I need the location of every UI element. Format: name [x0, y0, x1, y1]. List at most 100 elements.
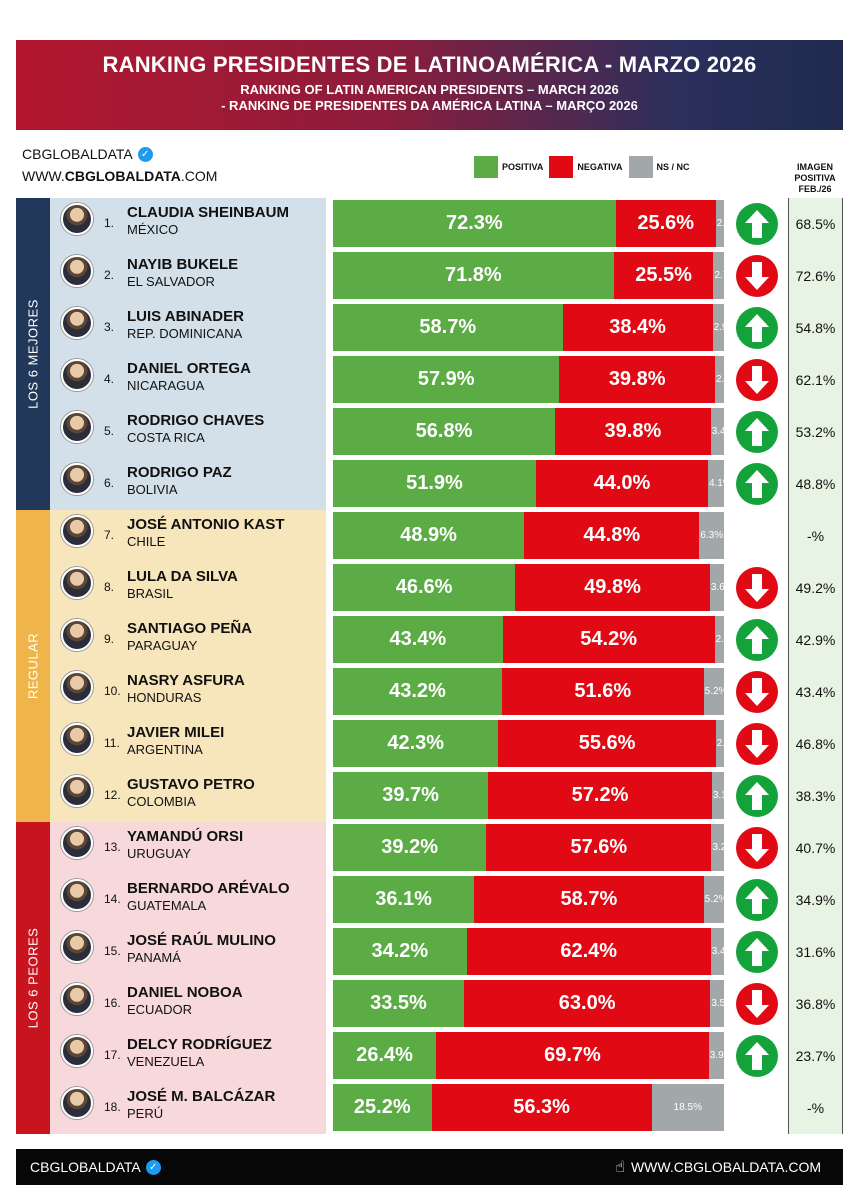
ranking-row: 3. LUIS ABINADER REP. DOMINICANA 58.7% 38.4%…	[0, 302, 863, 354]
president-country: GUATEMALA	[127, 898, 207, 913]
approval-bar: 34.2%62.4%3.4%	[333, 928, 724, 975]
president-name: JAVIER MILEI	[127, 724, 225, 741]
president-country: ARGENTINA	[127, 742, 203, 757]
bar-ns-segment: 3.2%	[711, 824, 724, 871]
bar-negative-segment: 57.6%	[486, 824, 712, 871]
bar-ns-segment: 3.4%	[710, 928, 724, 975]
brand-site-prefix: WWW.	[22, 168, 65, 184]
president-avatar	[61, 567, 93, 599]
section-side-strip: REGULAR	[16, 510, 50, 822]
footer-bar: CBGLOBALDATA ✓ ☝ WWW.CBGLOBALDATA.COM	[16, 1149, 843, 1185]
president-country: VENEZUELA	[127, 1054, 205, 1069]
bar-negative-segment: 44.0%	[535, 460, 708, 507]
bar-positive-segment: 48.9%	[333, 512, 525, 559]
president-name: GUSTAVO PETRO	[127, 776, 255, 793]
bar-positive-segment: 57.9%	[333, 356, 560, 403]
approval-bar: 51.9%44.0%4.1%	[333, 460, 724, 507]
legend-positive-swatch	[474, 156, 498, 178]
president-avatar	[61, 463, 93, 495]
president-avatar	[61, 931, 93, 963]
bar-positive-segment: 58.7%	[333, 304, 563, 351]
approval-bar: 46.6%49.8%3.6%	[333, 564, 724, 611]
bar-ns-segment: 3.5%	[710, 980, 724, 1027]
approval-bar: 58.7%38.4%2.9%	[333, 304, 724, 351]
president-avatar	[61, 775, 93, 807]
bar-positive-segment: 71.8%	[333, 252, 614, 299]
trend-down-icon	[735, 722, 779, 766]
page-title: RANKING PRESIDENTES DE LATINOAMÉRICA - M…	[102, 52, 757, 77]
previous-image-value: -%	[788, 510, 843, 562]
bar-negative-segment: 51.6%	[501, 668, 704, 715]
rank-number: 4.	[104, 372, 115, 386]
ranking-row: 18. JOSÉ M. BALCÁZAR PERÚ 25.2% 56.3% 18.5% -%	[0, 1082, 863, 1134]
bar-ns-segment: 2.4%	[714, 616, 724, 663]
image-column-header-line2: POSITIVA	[794, 173, 836, 183]
legend-positive: POSITIVA	[474, 156, 543, 178]
trend-up-icon	[735, 462, 779, 506]
bar-negative-segment: 49.8%	[515, 564, 710, 611]
rank-number: 6.	[104, 476, 115, 490]
previous-image-value: 72.6%	[788, 250, 843, 302]
bar-positive-segment: 39.2%	[333, 824, 487, 871]
bar-ns-segment: 2.9%	[712, 304, 724, 351]
previous-image-value: 48.8%	[788, 458, 843, 510]
president-country: COSTA RICA	[127, 430, 205, 445]
president-country: URUGUAY	[127, 846, 192, 861]
section-band: LOS 6 PEORES	[16, 822, 326, 1134]
section-band: LOS 6 MEJORES	[16, 198, 326, 510]
president-name: BERNARDO ARÉVALO	[127, 880, 290, 897]
president-country: EL SALVADOR	[127, 274, 215, 289]
trend-up-icon	[735, 618, 779, 662]
trend-down-icon	[735, 358, 779, 402]
president-avatar	[61, 255, 93, 287]
approval-bar: 25.2% 56.3% 18.5%	[333, 1084, 724, 1131]
brand-site-suffix: .COM	[180, 168, 218, 184]
approval-bar: 43.4%54.2%2.4%	[333, 616, 724, 663]
trend-down-icon	[735, 670, 779, 714]
trend-down-icon	[735, 982, 779, 1026]
president-country: COLOMBIA	[127, 794, 196, 809]
bar-positive-segment: 36.1%	[333, 876, 475, 923]
legend-ns-swatch	[628, 156, 653, 178]
trend-up-icon	[735, 878, 779, 922]
bar-positive-segment: 72.3%	[333, 200, 616, 247]
rank-number: 11.	[104, 736, 120, 750]
footer-site[interactable]: WWW.CBGLOBALDATA.COM	[630, 1159, 821, 1175]
president-country: REP. DOMINICANA	[127, 326, 243, 341]
rank-number: 13.	[104, 840, 121, 854]
header-banner: RANKING PRESIDENTES DE LATINOAMÉRICA - M…	[16, 40, 843, 130]
bar-ns-segment: 4.1%	[707, 460, 724, 507]
legend-positive-label: POSITIVA	[502, 162, 544, 172]
bar-ns-segment: 2.1%	[715, 200, 724, 247]
president-country: HONDURAS	[127, 690, 202, 705]
approval-bar: 72.3%25.6%2.1%	[333, 200, 724, 247]
previous-image-value: 23.7%	[788, 1030, 843, 1082]
rank-number: 14.	[104, 892, 121, 906]
previous-image-value: 62.1%	[788, 354, 843, 406]
footer-verified-icon: ✓	[145, 1159, 161, 1175]
previous-image-value: 49.2%	[788, 562, 843, 614]
bar-ns-segment: 3.1%	[711, 772, 724, 819]
rank-number: 3.	[104, 320, 115, 334]
rank-number: 7.	[104, 528, 115, 542]
bar-negative-segment: 69.7%	[436, 1032, 709, 1079]
bar-negative-segment: 57.2%	[488, 772, 712, 819]
ranking-row: 17. DELCY RODRÍGUEZ VENEZUELA 26.4% 69.7% 3.9…	[0, 1030, 863, 1082]
president-name: LULA DA SILVA	[127, 568, 238, 585]
bar-positive-segment: 51.9%	[333, 460, 536, 507]
ranking-row: 10.NASRY ASFURAHONDURAS43.2%51.6%5.2%43.…	[0, 666, 863, 718]
bar-positive-segment: 42.3%	[333, 720, 499, 767]
bar-negative-segment: 54.2%	[502, 616, 715, 663]
brand-site[interactable]: WWW. CBGLOBALDATA .COM	[22, 166, 217, 186]
previous-image-value: 43.4%	[788, 666, 843, 718]
trend-down-icon	[735, 826, 779, 870]
president-name: SANTIAGO PEÑA	[127, 620, 253, 637]
president-country: PARAGUAY	[127, 638, 198, 653]
bar-positive-segment: 39.7%	[333, 772, 489, 819]
